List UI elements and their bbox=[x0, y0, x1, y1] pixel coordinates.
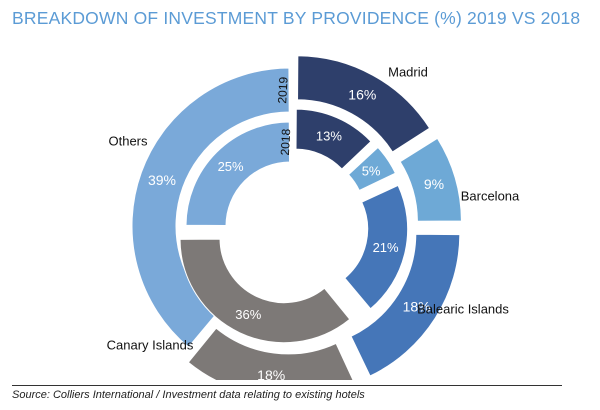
slice-2019-madrid bbox=[297, 55, 431, 153]
value-label-2018-others: 25% bbox=[218, 159, 244, 174]
slice-2018-balearic-islands bbox=[344, 184, 409, 310]
slice-2019-barcelona bbox=[399, 137, 462, 222]
value-label-2019-madrid: 16% bbox=[348, 87, 376, 103]
category-label-balearic-islands: Balearic Islands bbox=[417, 302, 509, 317]
slice-2019-others bbox=[131, 67, 290, 348]
category-label-madrid: Madrid bbox=[388, 65, 428, 80]
value-label-2018-balearic-islands: 21% bbox=[373, 240, 399, 255]
value-label-2019-canary-islands: 18% bbox=[257, 367, 285, 380]
slice-2018-canary-islands bbox=[179, 238, 351, 344]
slice-2019-balearic-islands bbox=[350, 233, 461, 377]
double-doughnut-chart: 16% 9% 18% 18% 39% 2019 13% 5% 21% 36% 25% 2018 Madr… bbox=[107, 55, 520, 380]
category-label-canary-islands: Canary Islands bbox=[107, 338, 194, 353]
slice-2018-barcelona bbox=[347, 146, 397, 192]
value-label-2019-balearic-islands: 18% bbox=[403, 298, 431, 314]
value-label-2018-barcelona: 5% bbox=[362, 163, 381, 178]
footer-divider bbox=[12, 385, 562, 386]
category-label-others: Others bbox=[108, 134, 148, 149]
slice-2019-canary-islands bbox=[187, 327, 354, 380]
source-note: Source: Colliers International / Investm… bbox=[12, 389, 365, 401]
chart-title: BREAKDOWN OF INVESTMENT BY PROVIDENCE (%… bbox=[12, 8, 581, 28]
value-label-2019-barcelona: 9% bbox=[424, 176, 444, 192]
slice-2018-others bbox=[185, 121, 291, 227]
value-label-2018-madrid: 13% bbox=[316, 129, 342, 144]
slice-2018-madrid bbox=[295, 108, 372, 170]
ring-label-2018: 2018 bbox=[278, 128, 293, 156]
value-label-2019-others: 39% bbox=[148, 172, 176, 188]
ring-label-2019: 2019 bbox=[275, 76, 290, 104]
category-label-barcelona: Barcelona bbox=[461, 189, 520, 204]
value-label-2018-canary-islands: 36% bbox=[235, 307, 261, 322]
